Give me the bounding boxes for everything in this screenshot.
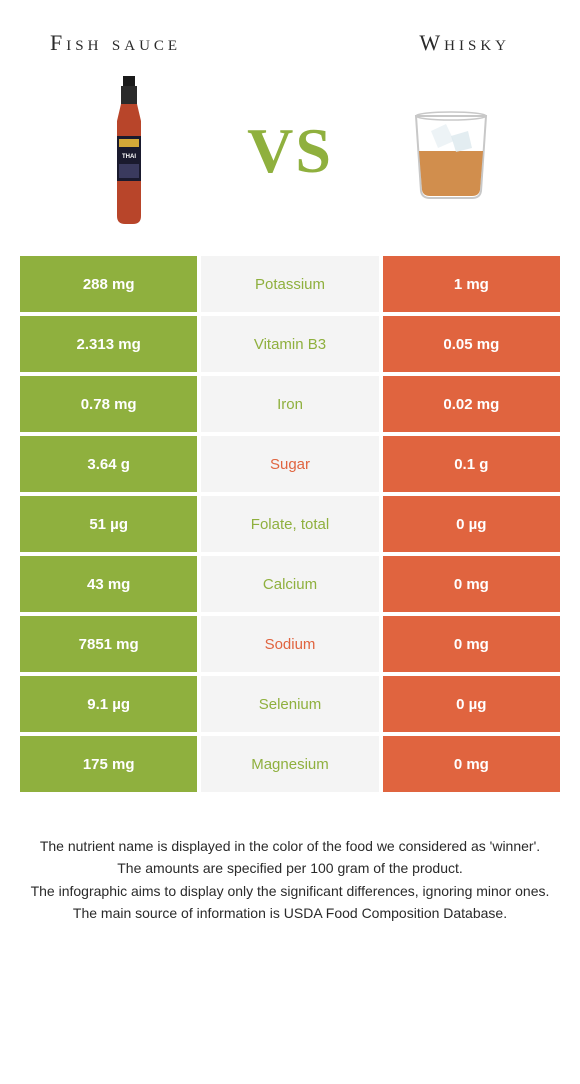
left-value: 175 mg xyxy=(20,736,197,792)
table-row: 7851 mgSodium0 mg xyxy=(20,616,560,672)
table-row: 3.64 gSugar0.1 g xyxy=(20,436,560,492)
nutrient-label: Vitamin B3 xyxy=(201,316,378,372)
table-row: 43 mgCalcium0 mg xyxy=(20,556,560,612)
footer-line-2: The amounts are specified per 100 gram o… xyxy=(20,858,560,878)
left-value: 7851 mg xyxy=(20,616,197,672)
table-row: 0.78 mgIron0.02 mg xyxy=(20,376,560,432)
right-value: 0.1 g xyxy=(383,436,560,492)
left-value: 51 µg xyxy=(20,496,197,552)
images-row: THAI VS xyxy=(0,66,580,256)
left-value: 2.313 mg xyxy=(20,316,197,372)
footer-line-4: The main source of information is USDA F… xyxy=(20,903,560,923)
nutrient-label: Iron xyxy=(201,376,378,432)
table-row: 51 µgFolate, total0 µg xyxy=(20,496,560,552)
table-row: 175 mgMagnesium0 mg xyxy=(20,736,560,792)
footer-line-1: The nutrient name is displayed in the co… xyxy=(20,836,560,856)
nutrient-label: Sugar xyxy=(201,436,378,492)
table-row: 2.313 mgVitamin B30.05 mg xyxy=(20,316,560,372)
right-value: 0 mg xyxy=(383,556,560,612)
nutrient-label: Sodium xyxy=(201,616,378,672)
table-row: 9.1 µgSelenium0 µg xyxy=(20,676,560,732)
right-value: 1 mg xyxy=(383,256,560,312)
fish-sauce-image: THAI xyxy=(69,76,189,226)
nutrient-label: Selenium xyxy=(201,676,378,732)
comparison-table: 288 mgPotassium1 mg2.313 mgVitamin B30.0… xyxy=(20,256,560,792)
right-value: 0 mg xyxy=(383,736,560,792)
nutrient-label: Potassium xyxy=(201,256,378,312)
right-value: 0.05 mg xyxy=(383,316,560,372)
right-product-title: Whisky xyxy=(280,30,560,56)
right-value: 0 µg xyxy=(383,496,560,552)
left-product-title: Fish sauce xyxy=(20,30,280,56)
vs-label: VS xyxy=(247,114,333,188)
footer-line-3: The infographic aims to display only the… xyxy=(20,881,560,901)
right-value: 0 µg xyxy=(383,676,560,732)
nutrient-label: Calcium xyxy=(201,556,378,612)
header: Fish sauce Whisky xyxy=(0,0,580,66)
right-value: 0 mg xyxy=(383,616,560,672)
footer-notes: The nutrient name is displayed in the co… xyxy=(0,796,580,923)
left-value: 43 mg xyxy=(20,556,197,612)
nutrient-label: Magnesium xyxy=(201,736,378,792)
table-row: 288 mgPotassium1 mg xyxy=(20,256,560,312)
whisky-image xyxy=(391,76,511,226)
right-value: 0.02 mg xyxy=(383,376,560,432)
left-value: 0.78 mg xyxy=(20,376,197,432)
left-value: 3.64 g xyxy=(20,436,197,492)
left-value: 288 mg xyxy=(20,256,197,312)
nutrient-label: Folate, total xyxy=(201,496,378,552)
svg-text:THAI: THAI xyxy=(122,154,136,160)
left-value: 9.1 µg xyxy=(20,676,197,732)
